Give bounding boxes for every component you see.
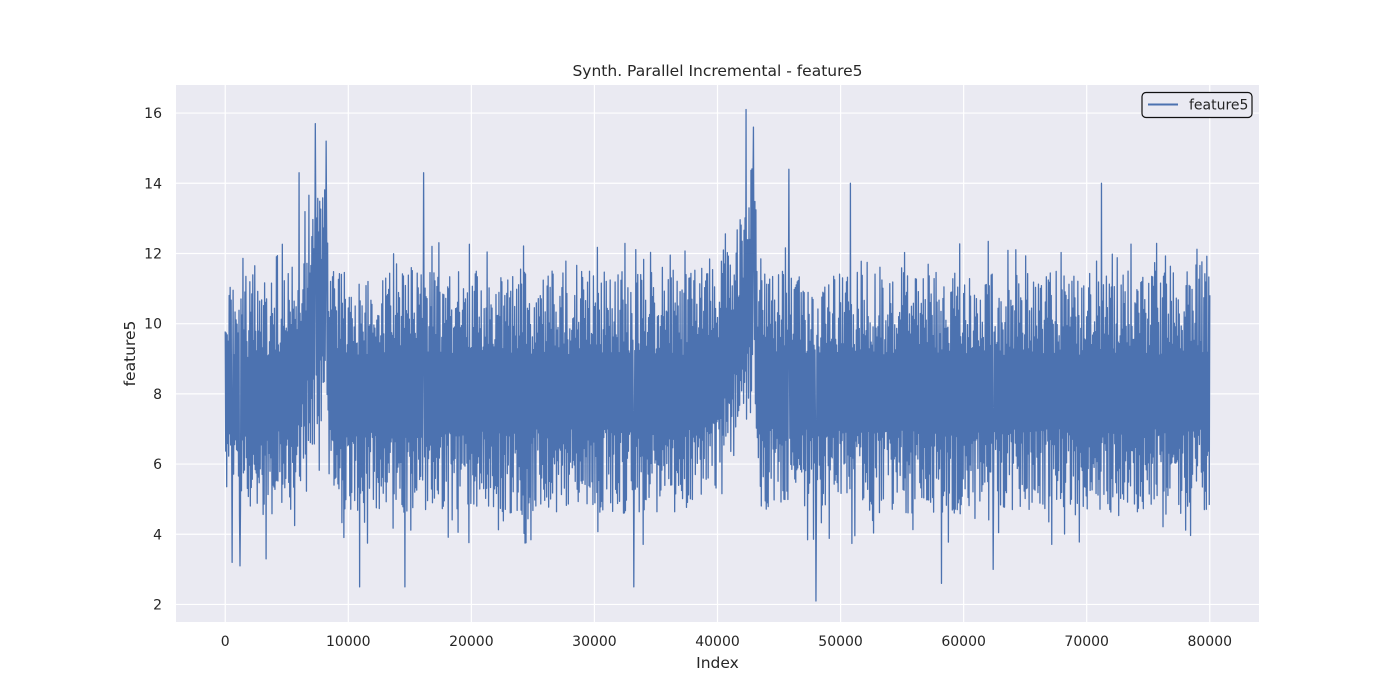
x-tick-label: 0 [221,634,230,650]
series-layer [224,108,1211,602]
y-tick-label: 10 [144,317,162,333]
y-tick-label: 12 [144,246,162,262]
legend: feature5 [1141,91,1253,119]
y-tick-labels: 2 4 6 8 10 12 14 16 [144,106,162,613]
x-tick-label: 80000 [1187,634,1232,650]
y-tick-label: 4 [153,527,162,543]
y-tick-label: 6 [153,457,162,473]
series-line-feature5 [224,108,1211,602]
y-axis-title: feature5 [121,321,139,387]
x-tick-label: 20000 [449,634,494,650]
x-axis-title: Index [696,654,739,672]
x-tick-label: 40000 [695,634,740,650]
legend-label: feature5 [1189,98,1248,114]
y-tick-label: 2 [153,597,162,613]
x-tick-label: 10000 [326,634,371,650]
x-tick-label: 30000 [572,634,617,650]
legend-box [1141,91,1253,119]
chart-title: Synth. Parallel Incremental - feature5 [572,62,862,80]
y-tick-label: 8 [153,387,162,403]
x-tick-labels: 0 10000 20000 30000 40000 50000 60000 70000 8000… [221,634,1232,650]
x-tick-label: 60000 [941,634,986,650]
x-tick-label: 50000 [818,634,863,650]
y-tick-label: 16 [144,106,162,122]
y-tick-label: 14 [144,176,162,192]
x-tick-label: 70000 [1064,634,1109,650]
